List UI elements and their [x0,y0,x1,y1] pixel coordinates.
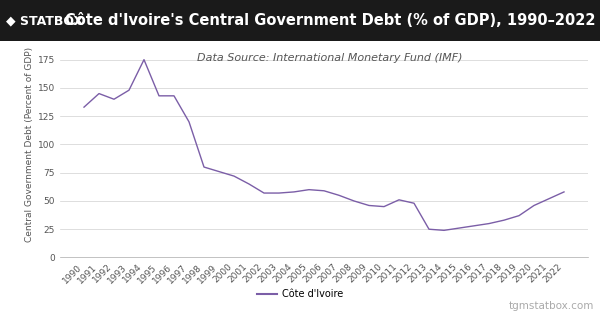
Text: Côte d'Ivoire's Central Government Debt (% of GDP), 1990–2022: Côte d'Ivoire's Central Government Debt … [65,13,595,28]
Y-axis label: Central Government Debt (Percent of GDP): Central Government Debt (Percent of GDP) [25,47,34,242]
Text: Data Source: International Monetary Fund (IMF): Data Source: International Monetary Fund… [197,53,463,63]
Legend: Côte d'Ivoire: Côte d'Ivoire [253,285,347,303]
Text: ◆ STATBOX: ◆ STATBOX [6,14,83,27]
Text: tgmstatbox.com: tgmstatbox.com [509,301,594,311]
